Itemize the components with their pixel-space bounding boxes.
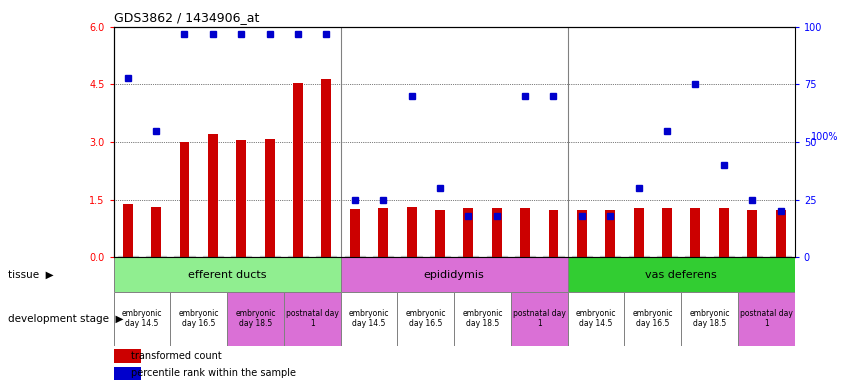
Text: embryonic
day 18.5: embryonic day 18.5 [235, 309, 276, 328]
Bar [520, 208, 530, 257]
Bar [123, 204, 133, 257]
Bar [510, 292, 568, 346]
Bar [151, 207, 161, 257]
Text: embryonic
day 18.5: embryonic day 18.5 [690, 309, 730, 328]
Bar [350, 209, 360, 257]
Bar [577, 210, 587, 257]
Bar [681, 292, 738, 346]
Text: embryonic
day 16.5: embryonic day 16.5 [405, 309, 446, 328]
Bar [341, 292, 397, 346]
Bar [435, 210, 445, 257]
Text: epididymis: epididymis [424, 270, 484, 280]
Text: embryonic
day 16.5: embryonic day 16.5 [178, 309, 219, 328]
Bar [378, 208, 389, 257]
Bar [548, 210, 558, 257]
Bar [406, 207, 416, 257]
Bar [208, 134, 218, 257]
Bar [321, 79, 331, 257]
Bar [568, 257, 795, 292]
Bar [179, 142, 189, 257]
Text: transformed count: transformed count [130, 351, 221, 361]
Text: embryonic
day 14.5: embryonic day 14.5 [349, 309, 389, 328]
Bar [170, 292, 227, 346]
Bar [568, 292, 624, 346]
Bar [341, 257, 568, 292]
Text: vas deferens: vas deferens [645, 270, 717, 280]
Text: GDS3862 / 1434906_at: GDS3862 / 1434906_at [114, 11, 259, 24]
Bar [690, 208, 701, 257]
Bar [293, 83, 303, 257]
Y-axis label: 100%: 100% [812, 132, 838, 142]
Bar [633, 208, 643, 257]
Bar [624, 292, 681, 346]
Text: embryonic
day 16.5: embryonic day 16.5 [632, 309, 673, 328]
Bar [454, 292, 510, 346]
Text: postnatal day
1: postnatal day 1 [513, 309, 566, 328]
Bar [114, 292, 170, 346]
Text: development stage  ▶: development stage ▶ [8, 314, 124, 324]
Text: efferent ducts: efferent ducts [188, 270, 267, 280]
Text: postnatal day
1: postnatal day 1 [286, 309, 339, 328]
Bar [265, 139, 275, 257]
Bar [397, 292, 454, 346]
Bar [719, 208, 729, 257]
Bar [662, 208, 672, 257]
Bar [227, 292, 283, 346]
Bar [463, 208, 473, 257]
Text: embryonic
day 14.5: embryonic day 14.5 [576, 309, 616, 328]
Bar [775, 210, 785, 257]
Bar [114, 257, 341, 292]
Bar [114, 367, 140, 380]
Bar [606, 210, 616, 257]
Bar [114, 349, 140, 363]
Text: tissue  ▶: tissue ▶ [8, 270, 54, 280]
Bar [492, 208, 502, 257]
Text: embryonic
day 14.5: embryonic day 14.5 [122, 309, 162, 328]
Bar [236, 140, 246, 257]
Bar [747, 210, 757, 257]
Text: percentile rank within the sample: percentile rank within the sample [130, 368, 295, 378]
Bar [738, 292, 795, 346]
Text: embryonic
day 18.5: embryonic day 18.5 [463, 309, 503, 328]
Text: postnatal day
1: postnatal day 1 [740, 309, 793, 328]
Bar [283, 292, 341, 346]
